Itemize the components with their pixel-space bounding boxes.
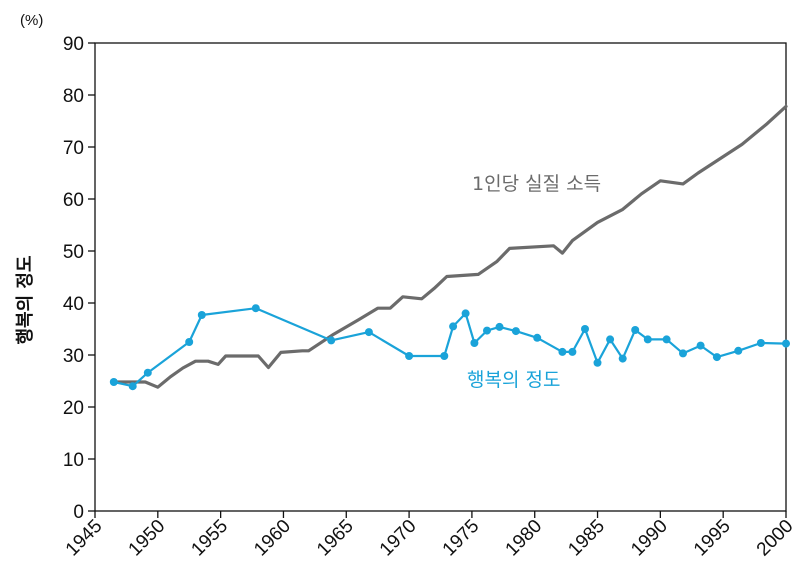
data-point xyxy=(327,336,336,345)
data-point xyxy=(558,347,567,356)
series-label-happiness: 행복의 정도 xyxy=(467,369,560,391)
axes xyxy=(94,42,787,512)
y-tick-label: 70 xyxy=(63,138,84,159)
x-tick-label: 1990 xyxy=(627,516,672,561)
data-point xyxy=(143,368,152,377)
data-point xyxy=(440,352,449,360)
x-tick-label: 1945 xyxy=(62,516,107,561)
data-point xyxy=(734,346,743,355)
data-point xyxy=(679,349,687,358)
data-point xyxy=(470,339,479,347)
plot-frame xyxy=(94,42,787,512)
x-tick-label: 1955 xyxy=(187,516,232,561)
y-tick-label: 40 xyxy=(63,294,84,315)
data-point xyxy=(511,327,520,336)
data-point xyxy=(643,335,652,344)
data-point xyxy=(712,353,721,362)
y-tick-label: 80 xyxy=(63,86,84,107)
data-point xyxy=(185,338,194,346)
data-point xyxy=(618,354,627,363)
data-point xyxy=(631,326,640,334)
x-tick-label: 1970 xyxy=(376,516,421,561)
x-tick-label: 1965 xyxy=(313,516,358,561)
data-point xyxy=(593,358,602,367)
series-line-1 xyxy=(112,307,788,388)
data-point xyxy=(461,309,470,318)
y-tick-label: 50 xyxy=(63,242,84,263)
data-point xyxy=(449,322,458,331)
series-line-0 xyxy=(112,104,788,389)
data-point xyxy=(364,328,373,337)
series-layer xyxy=(109,104,790,391)
data-point xyxy=(251,304,260,313)
x-tick-label: 2000 xyxy=(753,516,798,561)
data-point xyxy=(483,326,491,335)
data-point xyxy=(696,341,705,350)
data-point xyxy=(568,347,577,356)
y-axis-label: 행복의 정도 xyxy=(15,255,36,344)
data-point xyxy=(197,311,206,319)
x-tick-label: 1995 xyxy=(690,516,735,561)
y-tick-label: 0 xyxy=(73,502,84,523)
x-tick-label: 1980 xyxy=(502,516,547,561)
x-tick-label: 1950 xyxy=(125,516,170,561)
x-axis-ticks: 1945 1950 1955 1960 1965 1970 1975 1980 1985 1990… xyxy=(62,511,798,560)
data-point xyxy=(128,382,137,391)
x-tick-label: 1960 xyxy=(250,516,295,561)
y-axis-unit: (%) xyxy=(20,12,43,29)
series-label-income: 1인당 실질 소득 xyxy=(472,173,601,195)
data-point xyxy=(581,325,589,333)
y-axis-ticks: 0 10 20 30 40 50 60 70 80 90 xyxy=(63,34,95,523)
y-tick-label: 30 xyxy=(63,346,84,367)
data-point xyxy=(109,378,118,386)
data-point xyxy=(756,339,765,347)
data-point xyxy=(662,335,671,344)
y-tick-label: 60 xyxy=(63,190,84,211)
data-point xyxy=(606,335,615,344)
data-point xyxy=(495,322,504,331)
x-tick-label: 1975 xyxy=(439,516,484,561)
y-tick-label: 90 xyxy=(63,34,84,55)
x-tick-label: 1985 xyxy=(564,516,609,561)
y-tick-label: 10 xyxy=(63,450,84,471)
y-tick-label: 20 xyxy=(63,398,84,419)
data-point xyxy=(782,339,790,348)
data-point xyxy=(533,333,542,342)
data-point xyxy=(405,352,414,360)
